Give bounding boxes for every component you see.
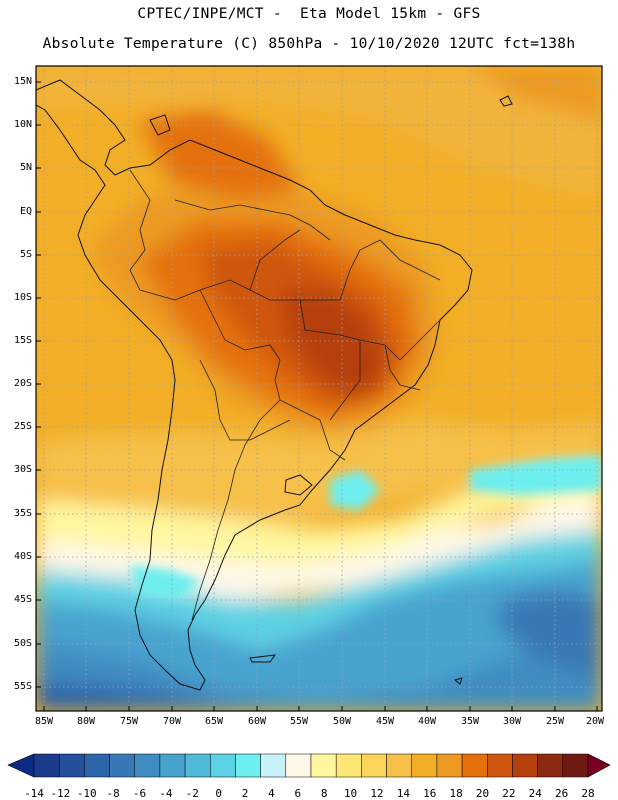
- lon-label-70w: 70W: [162, 716, 182, 727]
- colorbar-cell: [58, 753, 85, 778]
- colorbar-cell: [386, 753, 412, 778]
- colorbar-cell: [33, 753, 60, 778]
- colorbar-label: 0: [215, 787, 222, 800]
- colorbar-cell: [159, 753, 186, 778]
- colorbar-label: -10: [76, 787, 97, 800]
- lat-label-5s: 5S: [19, 249, 32, 260]
- colorbar-cell: [109, 753, 135, 778]
- lon-label-40w: 40W: [417, 716, 437, 727]
- title-line-2: Absolute Temperature (C) 850hPa - 10/10/…: [42, 36, 576, 52]
- lat-label-10n: 10N: [13, 119, 32, 130]
- lon-label-45w: 45W: [375, 716, 395, 727]
- lat-label-20s: 20S: [13, 378, 32, 389]
- colorbar-cell: [411, 753, 438, 778]
- colorbar-label: 24: [528, 787, 542, 800]
- lat-label-eq: EQ: [19, 206, 32, 217]
- colorbar-cell: [512, 753, 538, 778]
- colorbar-cell: [361, 753, 387, 778]
- colorbar-cell: [235, 753, 261, 778]
- lat-label-45s: 45S: [13, 594, 32, 605]
- colorbar-cell: [537, 753, 564, 778]
- colorbar-cell: [184, 753, 211, 778]
- lat-label-50s: 50S: [13, 638, 32, 649]
- colorbar-label: 14: [396, 787, 410, 800]
- colorbar-cell: [562, 753, 589, 778]
- colorbar-label: 16: [423, 787, 437, 800]
- colorbar-right-arrow: [587, 753, 611, 778]
- colorbar-label: -12: [50, 787, 71, 800]
- colorbar-label: 26: [554, 787, 569, 800]
- colorbar-label: -2: [185, 787, 199, 800]
- lon-label-65w: 65W: [204, 716, 224, 727]
- colorbar-cell: [461, 753, 488, 778]
- lon-label-75w: 75W: [119, 716, 139, 727]
- lon-label-50w: 50W: [332, 716, 352, 727]
- lat-label-40s: 40S: [13, 551, 32, 562]
- map-frame: [35, 65, 603, 712]
- colorbar-label: -4: [159, 787, 173, 800]
- title-line-1: CPTEC/INPE/MCT - Eta Model 15km - GFS: [137, 6, 481, 22]
- lon-label-60w: 60W: [247, 716, 267, 727]
- lon-label-55w: 55W: [289, 716, 309, 727]
- colorbar-cell: [487, 753, 513, 778]
- colorbar-cell: [84, 753, 110, 778]
- lat-label-10s: 10S: [13, 292, 32, 303]
- colorbar-cell: [335, 753, 362, 778]
- colorbar-left-arrow: [7, 753, 35, 778]
- colorbar: [7, 753, 611, 778]
- colorbar-label: 28: [581, 787, 595, 800]
- lat-label-5n: 5N: [19, 162, 32, 173]
- colorbar-label: -8: [106, 787, 120, 800]
- colorbar-cell: [436, 753, 463, 778]
- coastlines: [36, 79, 513, 691]
- lon-label-35w: 35W: [460, 716, 480, 727]
- colorbar-label: 10: [343, 787, 358, 800]
- colorbar-cell: [260, 753, 287, 778]
- lat-label-15n: 15N: [13, 76, 32, 87]
- colorbar-cell: [134, 753, 161, 778]
- colorbar-label: -6: [132, 787, 147, 800]
- colorbar-label: 18: [449, 787, 463, 800]
- lon-label-25w: 25W: [545, 716, 565, 727]
- temperature-field: [36, 66, 602, 711]
- colorbar-cell: [285, 753, 312, 778]
- lat-label-55s: 55S: [13, 681, 32, 692]
- colorbar-label: 2: [241, 787, 249, 800]
- borders: [129, 169, 441, 621]
- lat-label-30s: 30S: [13, 464, 32, 475]
- lat-label-35s: 35S: [13, 508, 32, 519]
- lat-label-25s: 25S: [13, 421, 32, 432]
- colorbar-label: 8: [320, 787, 328, 800]
- axis-ticks: [36, 81, 598, 711]
- lon-label-20w: 20W: [585, 716, 605, 727]
- colorbar-label: 4: [268, 787, 275, 800]
- lon-label-80w: 80W: [76, 716, 96, 727]
- colorbar-label: -14: [24, 787, 44, 800]
- colorbar-label: 20: [475, 787, 490, 800]
- colorbar-label: 12: [370, 787, 384, 800]
- lon-label-30w: 30W: [502, 716, 522, 727]
- lat-label-15s: 15S: [13, 335, 32, 346]
- colorbar-label: 22: [502, 787, 516, 800]
- lon-label-85w: 85W: [34, 716, 54, 727]
- colorbar-label: 6: [294, 787, 302, 800]
- colorbar-cell: [210, 753, 236, 778]
- colorbar-cell: [310, 753, 337, 778]
